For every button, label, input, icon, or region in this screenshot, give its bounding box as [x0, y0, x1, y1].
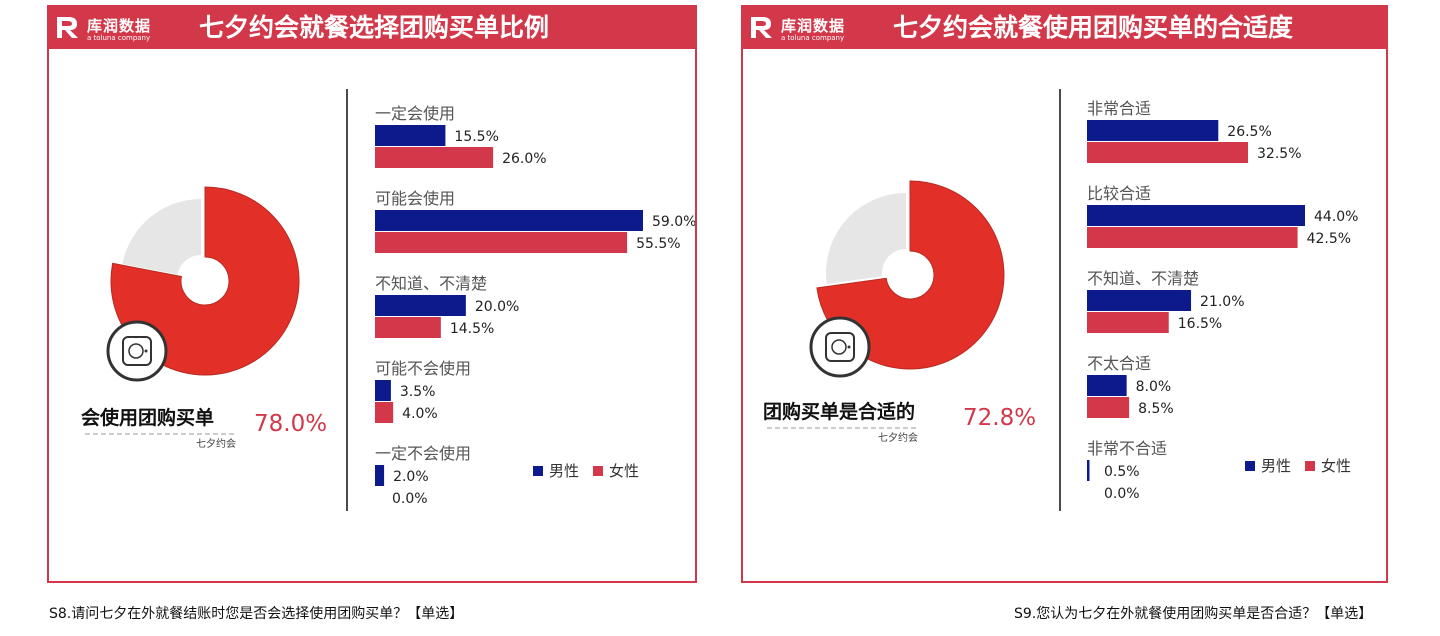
legend-swatch-male	[1245, 461, 1255, 471]
question-footnote-right: S9.您认为七夕在外就餐使用团购买单是否合适？【单选】	[1014, 606, 1373, 622]
donut-remainder	[826, 193, 906, 285]
bar-male	[375, 125, 446, 146]
wallet-lock-icon-dial	[831, 339, 847, 355]
brand-logo-icon	[57, 17, 78, 38]
bar-male	[1087, 290, 1192, 311]
category-label: 不知道、不清楚	[375, 274, 487, 293]
bar-male	[375, 295, 466, 316]
donut-segment	[816, 180, 1005, 370]
brand-tagline: a toluna company	[87, 34, 151, 42]
brand-name: 库润数据	[87, 17, 152, 35]
data-label: 0.0%	[1104, 486, 1140, 502]
wallet-lock-icon	[809, 316, 871, 378]
donut-remainder	[122, 199, 201, 275]
wallet-lock-icon-knob	[847, 345, 851, 349]
data-label: 42.5%	[1307, 231, 1351, 247]
chart-area-left: 一定会使用 15.5%26.0% 可能会使用 59.0% 55.5% 不知道、不清楚 20.…	[81, 89, 695, 511]
wallet-lock-icon-knob	[144, 349, 148, 353]
legend-label-female: 女性	[609, 462, 639, 480]
panel-title: 七夕约会就餐使用团购买单的合适度	[893, 13, 1294, 42]
category-label: 可能不会使用	[375, 359, 471, 378]
bar-male	[1087, 120, 1219, 141]
data-label: 26.0%	[502, 151, 546, 167]
category-label: 一定不会使用	[375, 444, 471, 463]
data-label: 0.5%	[1104, 464, 1140, 480]
data-label: 3.5%	[400, 384, 436, 400]
wallet-lock-icon-dial	[128, 343, 144, 359]
panel-header: 库润数据 a toluna company 七夕约会就餐选择团购买单比例	[49, 7, 695, 49]
data-label: 8.5%	[1138, 401, 1174, 417]
data-label: 20.0%	[475, 299, 519, 315]
data-label: 0.0%	[392, 491, 428, 507]
panel-header: 库润数据 a toluna company 七夕约会就餐使用团购买单的合适度	[743, 7, 1386, 49]
data-label: 15.5%	[454, 129, 498, 145]
bar-female	[375, 232, 628, 253]
bar-female	[375, 147, 494, 168]
donut-label: 会使用团购买单	[81, 406, 214, 429]
legend-swatch-female	[593, 466, 603, 476]
brand-name: 库润数据	[781, 17, 846, 35]
panel-title: 七夕约会就餐选择团购买单比例	[199, 13, 550, 42]
chart-area-right: 非常合适 26.5% 32.5% 比较合适 44.0% 42.5% 不知道、不清楚21.0%…	[763, 89, 1358, 511]
bar-female	[1087, 142, 1249, 163]
brand-logo-icon	[751, 17, 772, 38]
category-label: 非常不合适	[1087, 439, 1167, 458]
donut-sublabel: 七夕约会	[196, 437, 236, 450]
data-label: 8.0%	[1136, 379, 1172, 395]
legend-label-female: 女性	[1321, 457, 1351, 475]
brand-tagline: a toluna company	[781, 34, 845, 42]
donut-value: 78.0%	[254, 411, 327, 437]
bar-male	[375, 380, 391, 401]
data-label: 55.5%	[636, 236, 680, 252]
data-label: 32.5%	[1257, 146, 1301, 162]
wallet-lock-icon-body	[825, 332, 855, 362]
data-label: 2.0%	[393, 469, 429, 485]
bar-male	[375, 465, 385, 486]
donut-sublabel: 七夕约会	[878, 431, 918, 444]
brand-logo: 库润数据 a toluna company	[55, 15, 165, 43]
category-label: 可能会使用	[375, 189, 455, 208]
data-label: 21.0%	[1200, 294, 1244, 310]
donut-label: 团购买单是合适的	[763, 400, 915, 423]
data-label: 4.0%	[402, 406, 438, 422]
bar-female	[1087, 312, 1169, 333]
category-label: 一定会使用	[375, 104, 455, 123]
category-label: 不知道、不清楚	[1087, 269, 1199, 288]
data-label: 14.5%	[450, 321, 494, 337]
bar-male	[1087, 460, 1090, 481]
chart-panel-left: 库润数据 a toluna company 七夕约会就餐选择团购买单比例 一定会…	[47, 5, 697, 583]
category-label: 比较合适	[1087, 184, 1151, 203]
wallet-lock-icon	[106, 320, 168, 382]
legend-swatch-female	[1305, 461, 1315, 471]
question-footnote-left: S8.请问七夕在外就餐结账时您是否会选择使用团购买单？【单选】	[49, 606, 464, 622]
wallet-lock-icon-body	[122, 336, 152, 366]
brand-logo: 库润数据 a toluna company	[749, 15, 859, 43]
bar-male	[1087, 205, 1305, 226]
bar-male	[1087, 375, 1127, 396]
bar-female	[1087, 227, 1298, 248]
legend-swatch-male	[533, 466, 543, 476]
legend-label-male: 男性	[1261, 457, 1291, 475]
category-label: 不太合适	[1087, 354, 1151, 373]
donut-value: 72.8%	[963, 405, 1036, 431]
bar-female	[1087, 397, 1130, 418]
data-label: 44.0%	[1314, 209, 1358, 225]
data-label: 26.5%	[1227, 124, 1271, 140]
chart-panel-right: 库润数据 a toluna company 七夕约会就餐使用团购买单的合适度 非…	[741, 5, 1388, 583]
data-label: 59.0%	[652, 214, 695, 230]
bar-female	[375, 402, 394, 423]
data-label: 16.5%	[1178, 316, 1222, 332]
category-label: 非常合适	[1087, 99, 1151, 118]
bar-male	[375, 210, 643, 231]
legend-label-male: 男性	[549, 462, 579, 480]
bar-female	[375, 317, 441, 338]
